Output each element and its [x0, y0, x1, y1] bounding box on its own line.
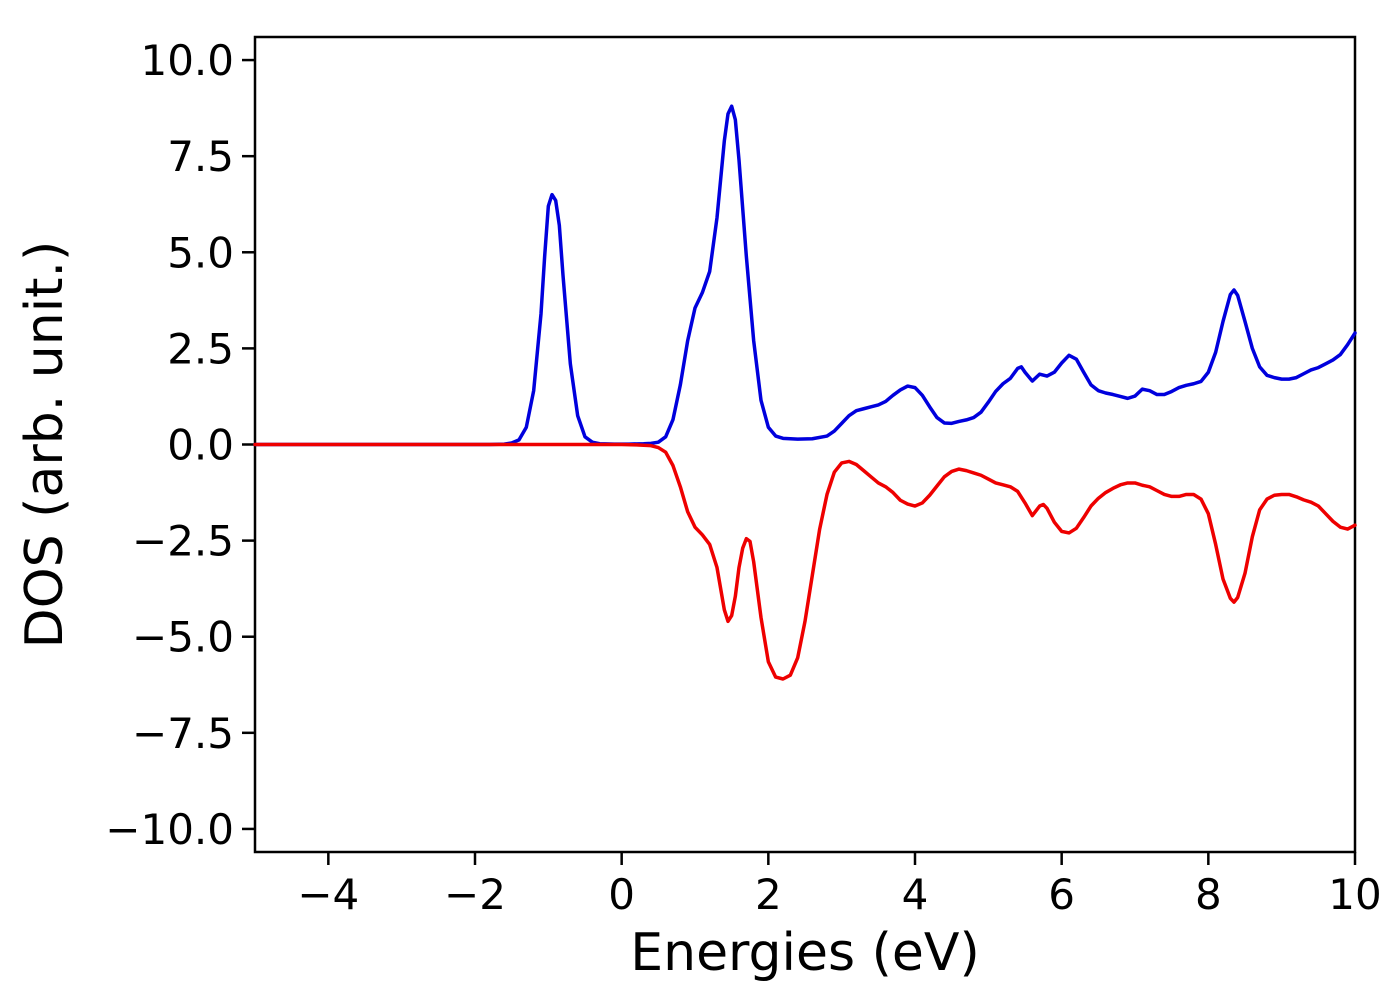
x-axis-label: Energies (eV)	[630, 923, 979, 983]
x-tick-label: −4	[297, 870, 359, 919]
y-tick-label: −5.0	[132, 613, 234, 662]
x-axis-ticks: −4 −2 0 2 4 6 8 10	[297, 852, 1382, 919]
x-tick-label: 10	[1328, 870, 1381, 919]
y-tick-label: 2.5	[167, 324, 234, 373]
y-tick-label: −10.0	[105, 805, 234, 854]
y-axis-label: DOS (arb. unit.)	[15, 241, 75, 649]
x-tick-label: 6	[1048, 870, 1075, 919]
y-tick-label: 10.0	[140, 36, 234, 85]
y-tick-label: 5.0	[167, 228, 234, 277]
y-tick-label: −2.5	[132, 517, 234, 566]
spin-down-dos-curve	[253, 442, 1357, 681]
x-tick-label: 8	[1195, 870, 1222, 919]
x-tick-label: −2	[444, 870, 506, 919]
y-axis-ticks: −10.0 −7.5 −5.0 −2.5 0.0 2.5 5.0 7.5 10.0	[105, 36, 255, 854]
y-tick-label: −7.5	[132, 709, 234, 758]
x-tick-label: 2	[755, 870, 782, 919]
spin-up-dos-curve	[253, 104, 1357, 447]
y-tick-label: 0.0	[167, 421, 234, 470]
dos-curves	[253, 104, 1357, 681]
x-tick-label: 0	[608, 870, 635, 919]
x-tick-label: 4	[902, 870, 929, 919]
y-tick-label: 7.5	[167, 132, 234, 181]
